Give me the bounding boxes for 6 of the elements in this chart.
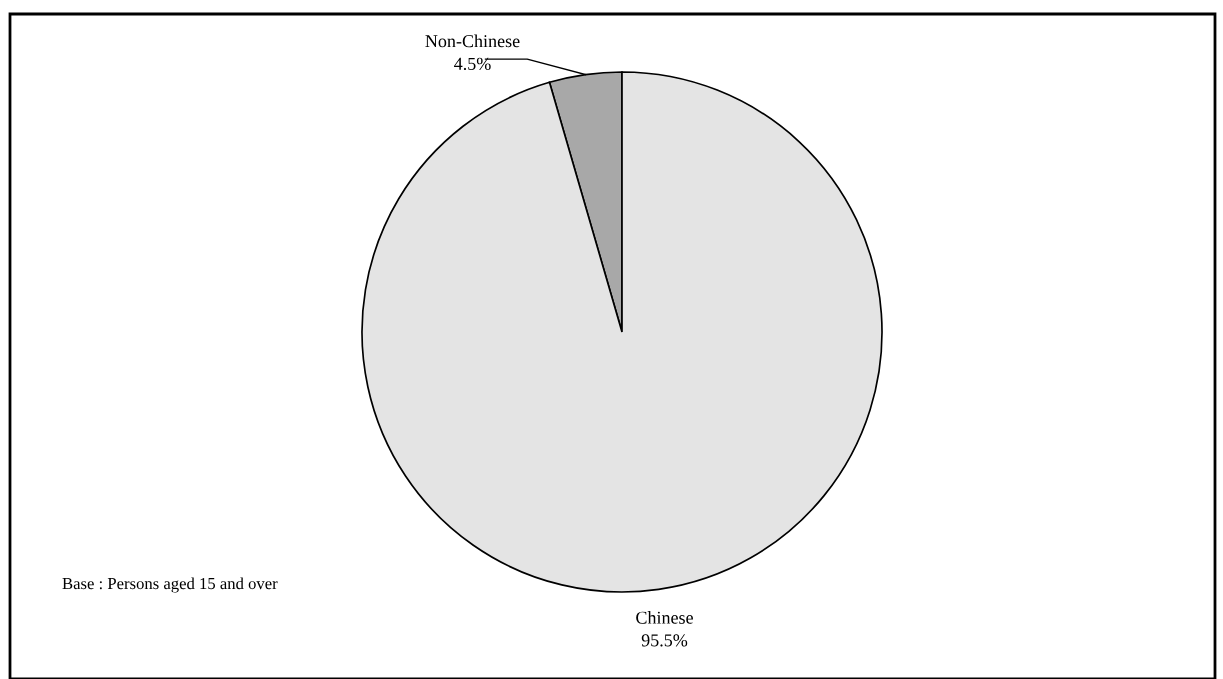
pie-slice — [361, 71, 883, 593]
data-label: 4.5% — [454, 57, 491, 70]
slice-label: Chinese — [636, 611, 693, 624]
slice-label: Non-Chinese — [425, 34, 520, 48]
text: Base : Persons aged 15 and over — [62, 577, 278, 593]
data-label: 95.5% — [641, 634, 688, 647]
